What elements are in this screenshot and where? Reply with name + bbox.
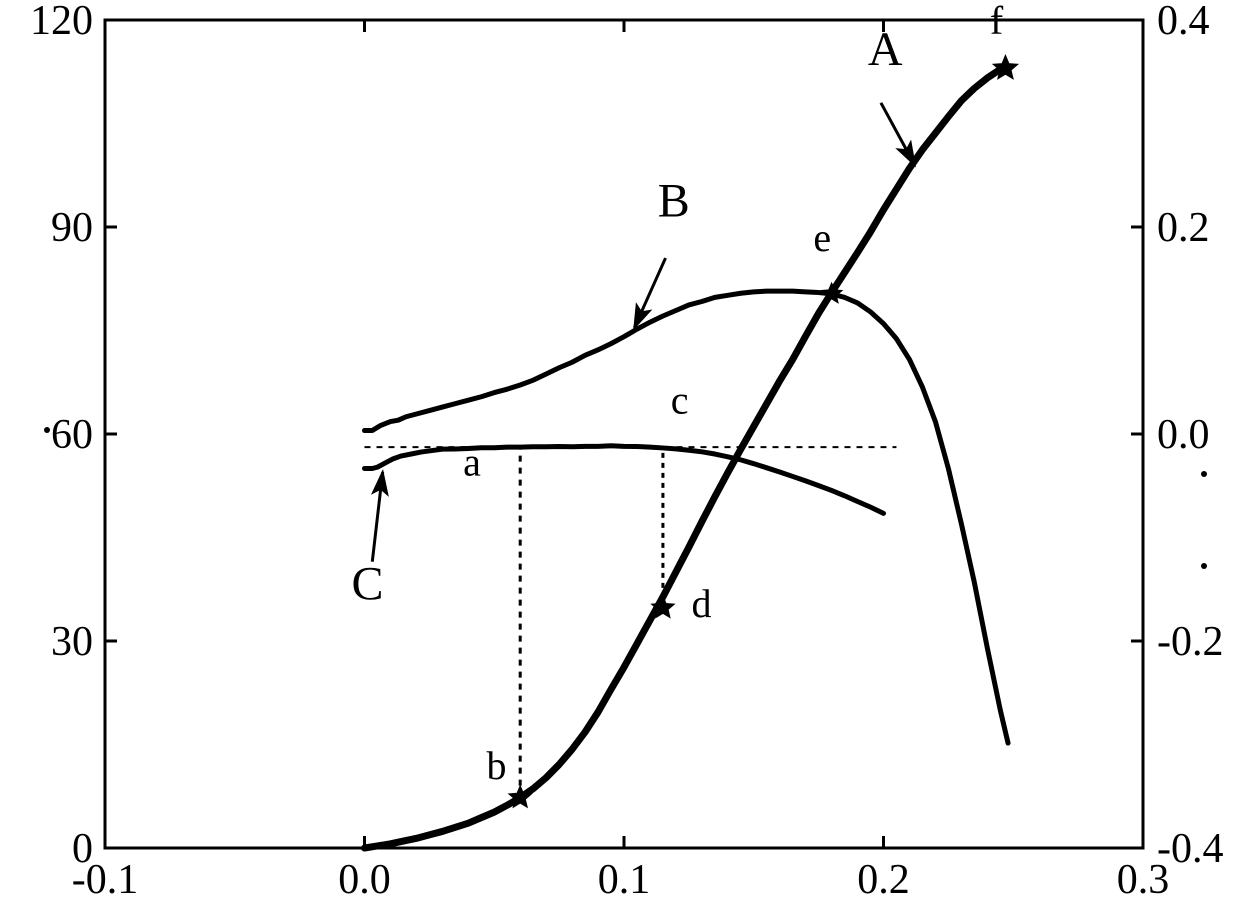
yl-tick-label: 30 [51,619,93,665]
B-label: B [658,175,690,228]
stray-dot-2 [1201,563,1207,569]
a-label: a [463,439,481,484]
A-arrow [881,103,915,165]
x-tick-label: 0.2 [857,857,910,903]
yl-tick-label: 90 [51,205,93,251]
yr-tick-label: -0.4 [1157,826,1224,872]
e-label: e [813,215,831,260]
yl-tick-label: 60 [51,412,93,458]
stray-dot-0 [44,427,50,433]
yl-tick-label: 120 [30,0,93,44]
yr-tick-label: 0.0 [1157,412,1210,458]
f-label: f [990,0,1004,43]
x-tick-label: 0.0 [338,857,391,903]
plot-frame [105,20,1143,848]
C-label: C [352,558,384,611]
yr-tick-label: 0.2 [1157,205,1210,251]
d-label: d [691,581,711,626]
yr-tick-label: -0.2 [1157,619,1224,665]
c-label: c [671,377,689,422]
b-label: b [486,743,506,788]
yl-tick-label: 0 [72,826,93,872]
yr-tick-label: 0.4 [1157,0,1210,44]
A-label: A [868,23,903,76]
stray-dot-1 [1201,471,1207,477]
curve-B [365,291,1009,743]
x-tick-label: 0.1 [598,857,651,903]
curve-C [365,446,884,514]
C-arrow [372,472,382,562]
